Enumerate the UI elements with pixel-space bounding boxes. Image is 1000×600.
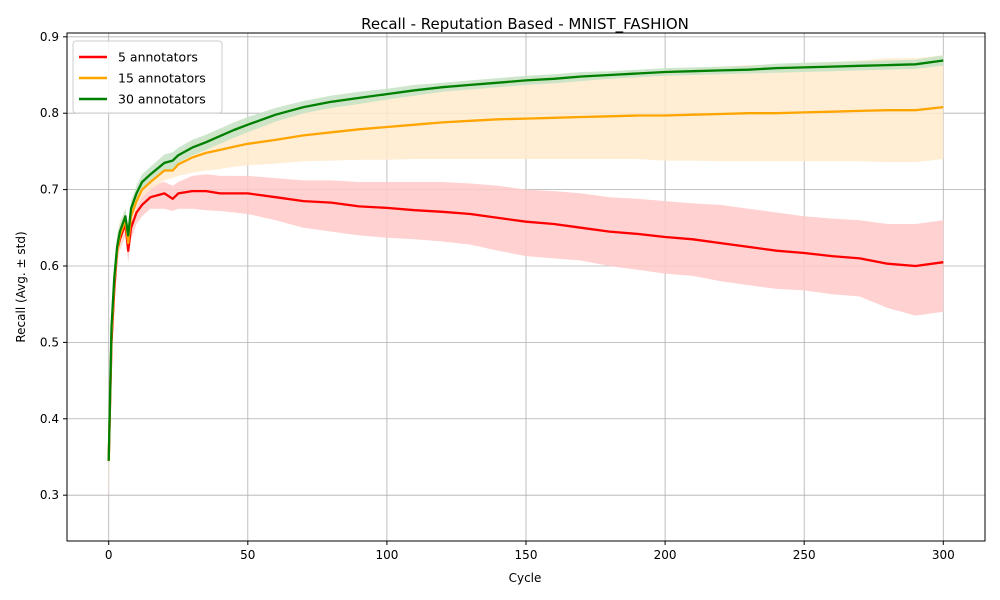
x-tick-label: 150 (515, 548, 538, 562)
legend-label: 30 annotators (118, 92, 206, 107)
legend: 5 annotators 15 annotators 30 annotators (72, 40, 223, 114)
x-tick-label: 300 (932, 548, 955, 562)
std-bands (108, 55, 944, 503)
x-tick-label: 250 (793, 548, 816, 562)
y-axis-label: Recall (Avg. ± std) (14, 231, 28, 342)
x-tick-label: 200 (654, 548, 677, 562)
x-axis-label: Cycle (509, 571, 542, 585)
y-tick-label: 0.9 (40, 30, 59, 44)
x-tick-label: 100 (375, 548, 398, 562)
x-tick-label: 50 (240, 548, 255, 562)
legend-label: 15 annotators (118, 71, 206, 86)
std-band-series-1 (108, 174, 944, 503)
y-axis-ticks: 0.3 0.4 0.5 0.6 0.7 0.8 0.9 (40, 30, 67, 502)
y-tick-label: 0.3 (40, 488, 59, 502)
x-tick-label: 0 (105, 548, 113, 562)
legend-label: 5 annotators (118, 50, 198, 65)
y-tick-label: 0.8 (40, 106, 59, 120)
y-tick-label: 0.6 (40, 259, 59, 273)
y-tick-label: 0.5 (40, 335, 59, 349)
y-tick-label: 0.7 (40, 183, 59, 197)
series-lines (107, 59, 944, 461)
legend-box (72, 40, 223, 114)
chart-title: Recall - Reputation Based - MNIST_FASHIO… (361, 15, 689, 34)
y-tick-label: 0.4 (40, 412, 59, 426)
mean-line-series-3 (107, 59, 944, 461)
x-axis-ticks: 0 50 100 150 200 250 300 (105, 541, 955, 562)
std-band-series-2 (108, 55, 944, 496)
